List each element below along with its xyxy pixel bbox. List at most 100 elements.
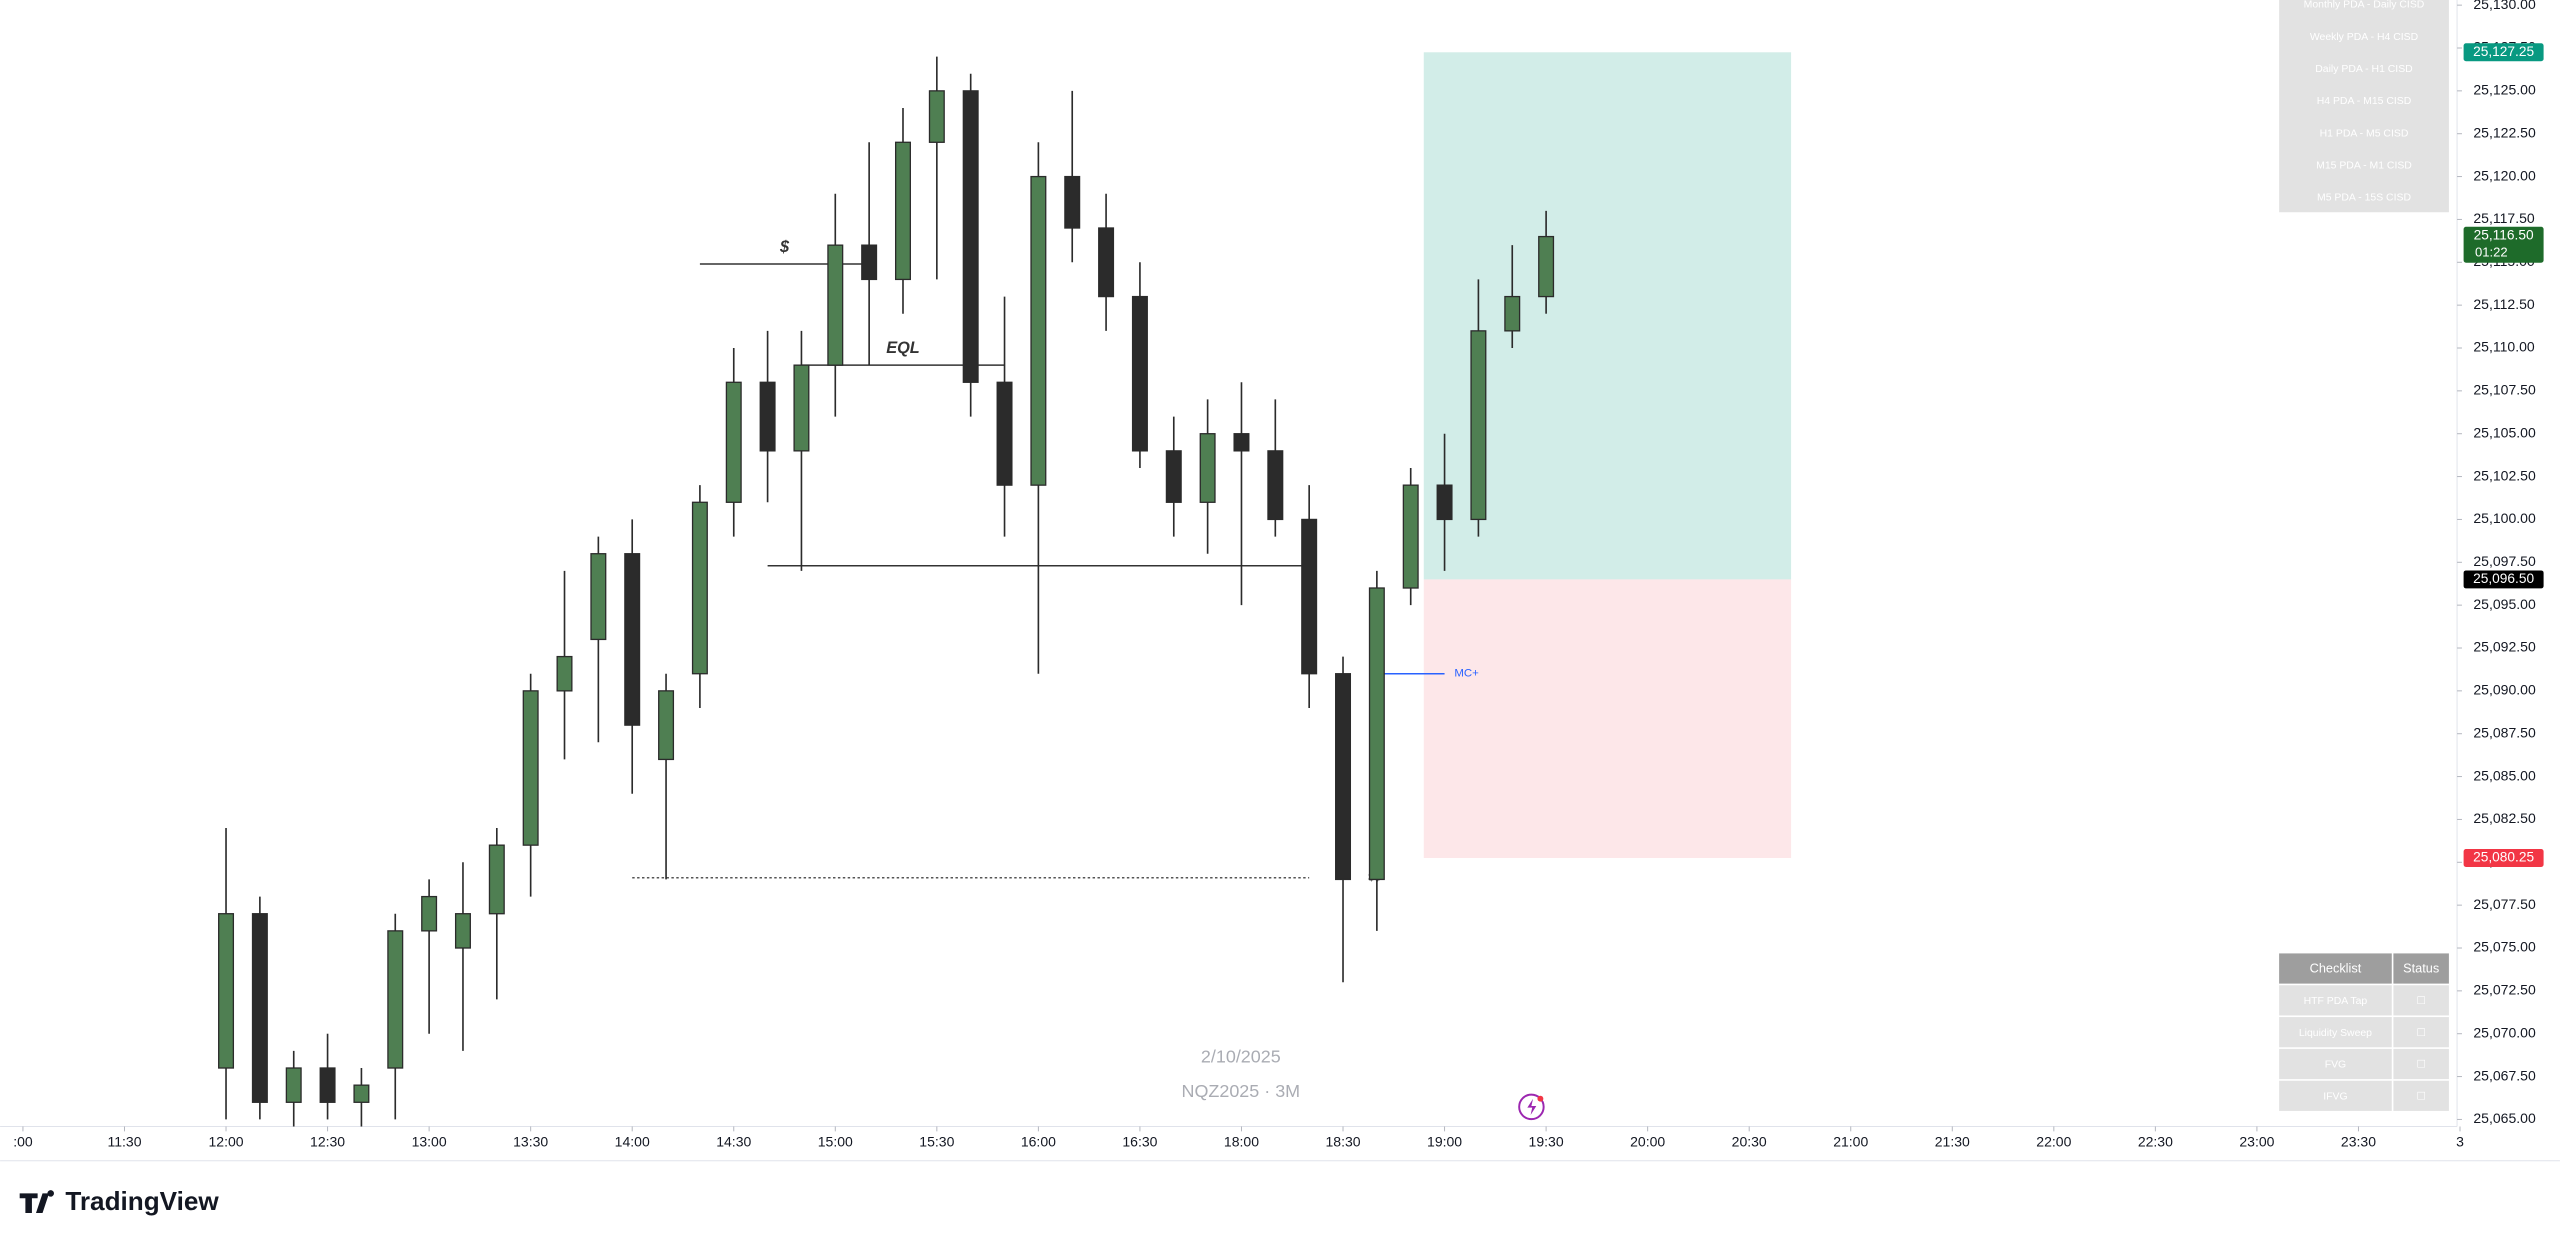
candle-body [928,90,945,143]
x-tick-label: 21:30 [1935,1133,1970,1149]
y-tick-label: 25,117.50 [2473,210,2535,226]
cisd-row: H4 PDA - M15 CISD [2317,96,2412,107]
x-tick-label: 13:00 [412,1133,447,1149]
candle-body [454,913,471,949]
checklist-cell-bg [2279,1048,2392,1080]
candle-body [319,1067,336,1103]
x-tick-label: 19:00 [1427,1133,1462,1149]
price-label-bg [2463,570,2544,589]
x-tick-label: 16:00 [1021,1133,1056,1149]
y-tick-label: 25,077.50 [2473,896,2536,912]
y-tick-label: 25,090.00 [2473,682,2536,698]
checklist-header: Status [2403,961,2439,976]
y-tick-label: 25,070.00 [2473,1024,2536,1040]
x-tick-label: 18:00 [1224,1133,1259,1149]
x-tick-label: 20:00 [1630,1133,1665,1149]
cisd-row: M15 PDA - M1 CISD [2316,160,2412,171]
candle-body [861,244,878,281]
y-tick-label: 25,100.00 [2473,510,2536,526]
watermark: NQZ2025 · 3M [1181,1081,1300,1101]
checklist-cell: FVG [2325,1060,2346,1071]
cisd-row: Weekly PDA - H4 CISD [2310,32,2419,43]
candle-body [1165,450,1182,503]
candle-body [1368,587,1385,881]
checklist-cell-bg [2279,1017,2392,1048]
candle-body [1064,175,1081,229]
candle-body [793,364,810,452]
x-tick-label: 21:00 [1833,1133,1868,1149]
checklist-cell: ☐ [2416,1060,2425,1071]
candle-body [827,244,844,366]
price-countdown: 01:22 [2475,244,2508,259]
candle-body [556,655,573,692]
candle-body [1030,175,1047,486]
checklist-cell-bg [2393,1080,2449,1111]
x-tick-label: 22:00 [2036,1133,2071,1149]
candle-body [1436,484,1453,521]
alert-dot [1537,1095,1544,1102]
candle-body [1199,433,1216,503]
y-tick-label: 25,130.00 [2473,0,2536,12]
y-tick-label: 25,072.50 [2473,982,2536,998]
price-label: 25,096.50 [2473,571,2534,586]
level-label: EQL [886,339,920,357]
candle-body [658,690,675,761]
candle-body [353,1084,370,1103]
y-tick-label: 25,082.50 [2473,810,2536,826]
y-tick-label: 25,075.00 [2473,939,2536,955]
level-label: $ [779,238,790,256]
y-tick-label: 25,087.50 [2473,724,2536,740]
x-tick-label: 16:30 [1122,1133,1157,1149]
checklist-cell-bg [2279,985,2392,1016]
cisd-row: Monthly PDA - Daily CISD [2304,0,2425,11]
y-tick-label: 25,067.50 [2473,1067,2536,1083]
x-tick-label: 14:00 [615,1133,650,1149]
x-tick-label: 22:30 [2138,1133,2173,1149]
candle-body [1131,295,1148,452]
x-tick-label: 15:30 [919,1133,954,1149]
candle-body [1267,450,1284,521]
brand-logo[interactable]: TradingView [19,1186,220,1216]
y-tick-label: 25,110.00 [2473,339,2535,355]
y-tick-label: 25,122.50 [2473,124,2536,140]
candle-body [1504,295,1521,332]
cisd-row: Daily PDA - H1 CISD [2315,64,2413,75]
checklist-header: Checklist [2310,961,2362,976]
candle-body [759,381,776,452]
candle-body [894,141,911,281]
x-tick-label: 23:00 [2239,1133,2274,1149]
candle-body [962,90,979,383]
candle-body [590,553,607,641]
candle-body [996,381,1013,486]
alert-icon[interactable] [1518,1093,1545,1121]
candle-body [691,501,708,675]
logo-mark [19,1190,54,1213]
checklist-cell: HTF PDA Tap [2304,996,2368,1007]
candle-body [1538,235,1555,298]
candle-body [1402,484,1419,589]
candle-body [522,690,539,846]
candle-body [624,553,641,726]
price-label: 25,116.50 [2474,227,2534,242]
x-tick-label: 3 [2456,1133,2464,1149]
x-tick-label: 12:30 [310,1133,345,1149]
checklist-cell: ☐ [2416,1028,2425,1039]
cisd-row: H1 PDA - M5 CISD [2320,128,2409,139]
brand-name: TradingView [65,1186,219,1216]
alert-bolt [1527,1098,1537,1116]
checklist-cell: ☐ [2416,996,2425,1007]
x-tick-label: 11:30 [107,1133,141,1149]
candle-body [1098,227,1115,298]
checklist-header-bg [2279,953,2392,984]
candle-body [421,895,438,932]
x-tick-label: 23:30 [2341,1133,2376,1149]
x-tick-label: 15:00 [818,1133,853,1149]
checklist-header-bg [2393,953,2449,984]
checklist-cell: ☐ [2416,1091,2425,1102]
candle-body [218,913,235,1069]
y-tick-label: 25,085.00 [2473,767,2536,783]
